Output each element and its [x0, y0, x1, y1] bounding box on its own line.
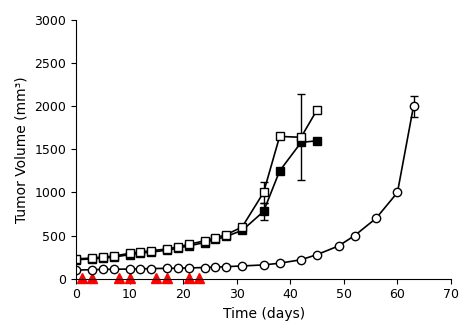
- Y-axis label: Tumor Volume (mm³): Tumor Volume (mm³): [15, 76, 29, 223]
- X-axis label: Time (days): Time (days): [222, 307, 305, 321]
